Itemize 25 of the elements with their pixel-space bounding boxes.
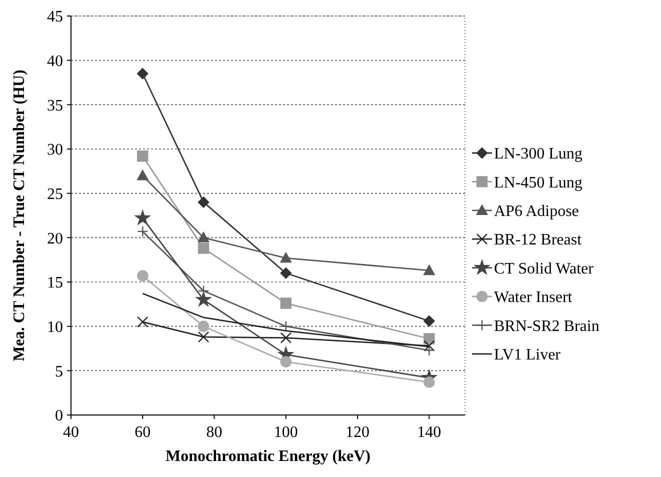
y-tick-label: 20 xyxy=(47,230,63,248)
legend-label: Water Insert xyxy=(494,289,573,306)
y-tick-label: 40 xyxy=(47,52,63,70)
legend-label: LN-450 Lung xyxy=(494,174,582,192)
legend-label: LV1 Liver xyxy=(494,346,562,364)
y-tick-label: 5 xyxy=(55,363,63,380)
x-tick-label: 80 xyxy=(206,424,222,441)
x-axis-title: Monochromatic Energy (keV) xyxy=(166,448,370,465)
y-tick-label: 15 xyxy=(47,274,63,292)
x-tick-label: 140 xyxy=(417,424,442,441)
x-tick-label: 100 xyxy=(274,424,298,441)
legend-label: CT Solid Water xyxy=(494,260,594,278)
y-tick-label: 35 xyxy=(47,97,63,114)
x-tick-label: 120 xyxy=(346,424,370,441)
y-tick-label: 10 xyxy=(47,318,63,336)
legend-label: LN-300 Lung xyxy=(494,146,582,163)
x-tick-label: 60 xyxy=(134,424,151,441)
legend-label: BRN-SR2 Brain xyxy=(494,318,600,335)
y-tick-label: 25 xyxy=(47,186,63,203)
legend-label: BR-12 Breast xyxy=(494,232,582,249)
y-tick-label: 45 xyxy=(47,8,63,26)
legend-label: AP6 Adipose xyxy=(494,203,579,220)
y-tick-label: 0 xyxy=(55,408,63,425)
y-axis-title: Mea. CT Number - True CT Number (HU) xyxy=(11,70,28,362)
y-tick-label: 30 xyxy=(47,142,63,159)
